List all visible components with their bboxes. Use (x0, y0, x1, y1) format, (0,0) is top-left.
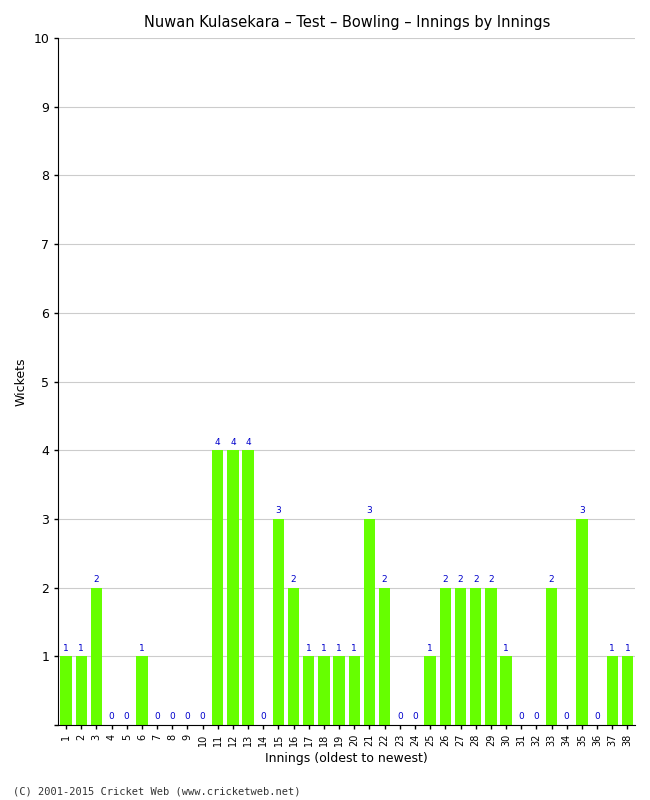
Bar (621, 656, 633, 725)
Text: 2: 2 (291, 575, 296, 584)
Title: Nuwan Kulasekara – Test – Bowling – Innings by Innings: Nuwan Kulasekara – Test – Bowling – Inni… (144, 15, 550, 30)
Text: 0: 0 (261, 713, 266, 722)
Text: 2: 2 (488, 575, 494, 584)
Text: 1: 1 (321, 644, 327, 653)
Text: 2: 2 (549, 575, 554, 584)
Text: 4: 4 (215, 438, 220, 446)
Bar (303, 656, 315, 725)
Bar (455, 587, 466, 725)
Text: 0: 0 (397, 713, 403, 722)
Bar (424, 656, 436, 725)
Bar (227, 450, 239, 725)
Text: 3: 3 (367, 506, 372, 515)
X-axis label: Innings (oldest to newest): Innings (oldest to newest) (265, 752, 428, 765)
Text: 4: 4 (245, 438, 251, 446)
Bar (546, 587, 557, 725)
Y-axis label: Wickets: Wickets (15, 358, 28, 406)
Bar (348, 656, 360, 725)
Bar (242, 450, 254, 725)
Text: 2: 2 (94, 575, 99, 584)
Bar (60, 656, 72, 725)
Bar (333, 656, 345, 725)
Text: 3: 3 (579, 506, 585, 515)
Bar (439, 587, 451, 725)
Text: 0: 0 (594, 713, 600, 722)
Text: 0: 0 (534, 713, 540, 722)
Text: 2: 2 (458, 575, 463, 584)
Text: 1: 1 (609, 644, 615, 653)
Text: 1: 1 (79, 644, 84, 653)
Bar (288, 587, 299, 725)
Bar (606, 656, 618, 725)
Text: 1: 1 (63, 644, 69, 653)
Bar (136, 656, 148, 725)
Text: 0: 0 (200, 713, 205, 722)
Bar (212, 450, 224, 725)
Text: 1: 1 (352, 644, 358, 653)
Bar (318, 656, 330, 725)
Text: 2: 2 (473, 575, 478, 584)
Text: 0: 0 (124, 713, 129, 722)
Text: 1: 1 (427, 644, 433, 653)
Text: 1: 1 (336, 644, 342, 653)
Text: 3: 3 (276, 506, 281, 515)
Text: 1: 1 (625, 644, 630, 653)
Text: 0: 0 (564, 713, 569, 722)
Bar (470, 587, 482, 725)
Bar (379, 587, 391, 725)
Text: 0: 0 (154, 713, 160, 722)
Text: 4: 4 (230, 438, 236, 446)
Bar (75, 656, 87, 725)
Text: 1: 1 (503, 644, 509, 653)
Text: 0: 0 (109, 713, 114, 722)
Text: 2: 2 (443, 575, 448, 584)
Bar (576, 519, 588, 725)
Text: 0: 0 (412, 713, 418, 722)
Bar (485, 587, 497, 725)
Text: 0: 0 (518, 713, 524, 722)
Text: 2: 2 (382, 575, 387, 584)
Bar (273, 519, 284, 725)
Text: (C) 2001-2015 Cricket Web (www.cricketweb.net): (C) 2001-2015 Cricket Web (www.cricketwe… (13, 786, 300, 796)
Text: 1: 1 (306, 644, 311, 653)
Text: 0: 0 (185, 713, 190, 722)
Text: 1: 1 (139, 644, 145, 653)
Text: 0: 0 (170, 713, 175, 722)
Bar (364, 519, 375, 725)
Bar (500, 656, 512, 725)
Bar (91, 587, 102, 725)
